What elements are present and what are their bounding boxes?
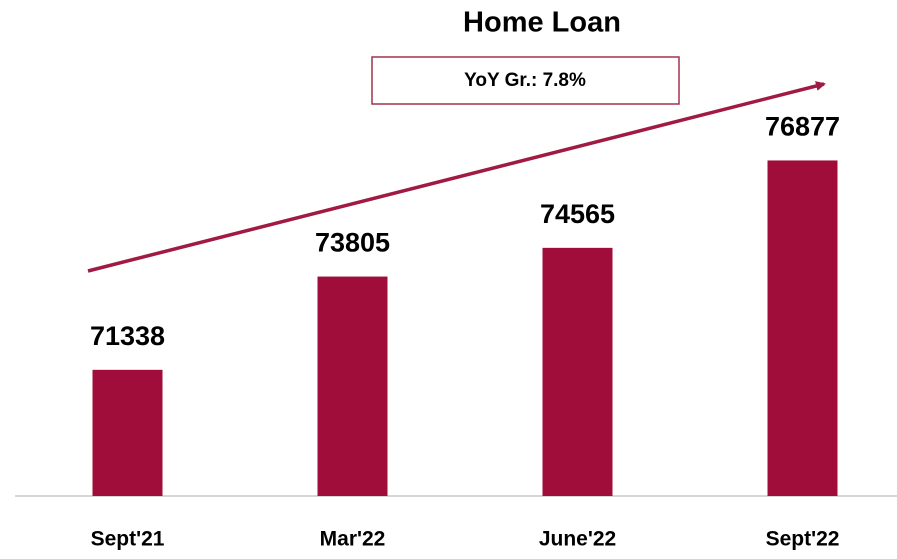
data-label: 71338 [90,321,165,351]
bar [542,247,613,496]
annotation: YoY Gr.: 7.8% [464,70,586,91]
data-label: 76877 [765,112,840,142]
x-tick-label: June'22 [539,528,616,551]
bar [317,276,388,496]
chart-title: Home Loan [463,7,621,39]
x-tick-label: Sept'22 [766,528,840,551]
bar [92,369,163,496]
annotation-box [371,56,680,105]
data-label: 73805 [315,228,390,258]
x-tick-label: Mar'22 [320,528,386,551]
bar [767,160,838,496]
trend-arrow [87,81,826,273]
data-label: 74565 [540,199,615,229]
x-tick-label: Sept'21 [91,528,165,551]
